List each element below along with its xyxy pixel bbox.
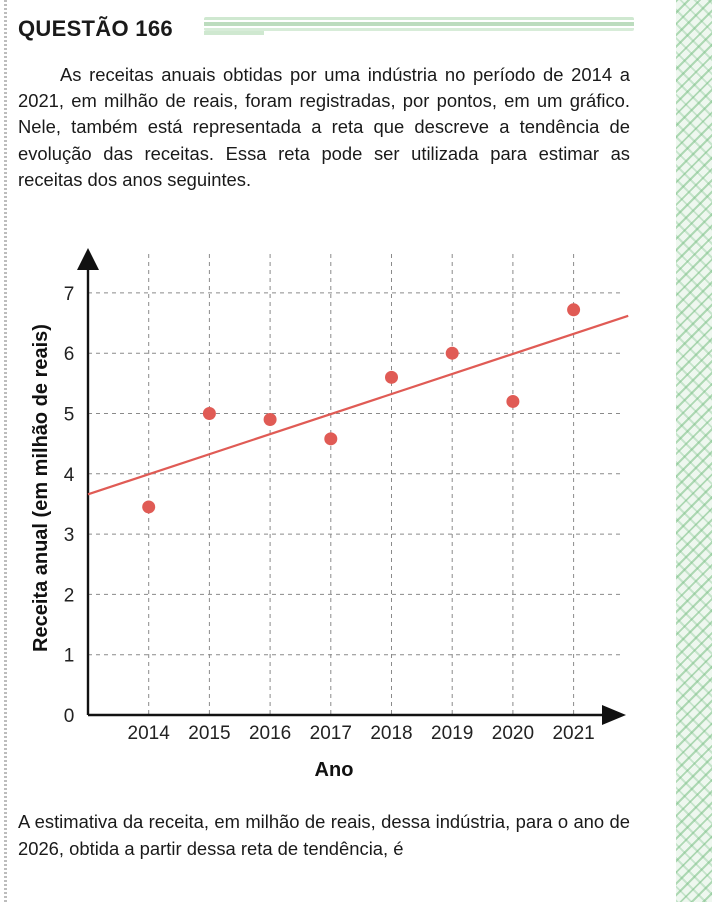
question-text: A estimativa da receita, em milhão de re…	[18, 811, 630, 859]
decorative-side-border	[676, 0, 712, 902]
data-point	[142, 500, 156, 514]
trend-line	[87, 314, 629, 496]
y-tick-label: 0	[64, 706, 75, 727]
data-point	[324, 432, 338, 446]
chart-svg: 0 1 2 3 4 5 6 7 2014 2015 2016 2017 2018 2019 2020 2021…	[30, 248, 629, 781]
question-stem: As receitas anuais obtidas por uma indús…	[18, 62, 630, 193]
question-header: QUESTÃO 166	[18, 14, 638, 44]
data-point	[506, 394, 520, 408]
x-axis-label: Ano	[315, 759, 354, 781]
data-point	[445, 346, 459, 360]
y-tick-label: 6	[64, 344, 75, 365]
y-tick-label: 4	[64, 465, 75, 486]
x-tick-label: 2016	[249, 723, 291, 744]
x-tick-label: 2021	[552, 723, 594, 744]
y-tick-label: 7	[64, 284, 75, 305]
data-point	[263, 413, 277, 427]
y-axis-arrow	[77, 248, 99, 270]
stem-text: As receitas anuais obtidas por uma indús…	[18, 64, 630, 190]
y-tick-label: 5	[64, 405, 75, 426]
x-tick-label: 2020	[492, 723, 534, 744]
x-tick-label: 2017	[310, 723, 352, 744]
y-tick-label: 2	[64, 585, 75, 606]
data-point	[385, 370, 398, 384]
y-axis-label: Receita anual (em milhão de reais)	[30, 324, 52, 652]
x-tick-label: 2018	[370, 723, 412, 744]
title-decorative-bar	[204, 17, 634, 35]
data-point	[202, 407, 216, 420]
left-margin-rule	[4, 0, 7, 902]
y-tick-label: 1	[64, 646, 75, 667]
revenue-chart: 0 1 2 3 4 5 6 7 2014 2015 2016 2017 2018 2019 2020 2021…	[18, 240, 638, 790]
question-title: QUESTÃO 166	[18, 16, 173, 41]
x-axis-arrow	[602, 705, 626, 725]
data-point	[567, 303, 581, 317]
y-tick-label: 3	[64, 525, 75, 546]
x-tick-label: 2019	[431, 723, 473, 744]
question-prompt: A estimativa da receita, em milhão de re…	[18, 808, 630, 862]
x-tick-label: 2015	[188, 723, 230, 744]
x-tick-label: 2014	[128, 723, 171, 744]
